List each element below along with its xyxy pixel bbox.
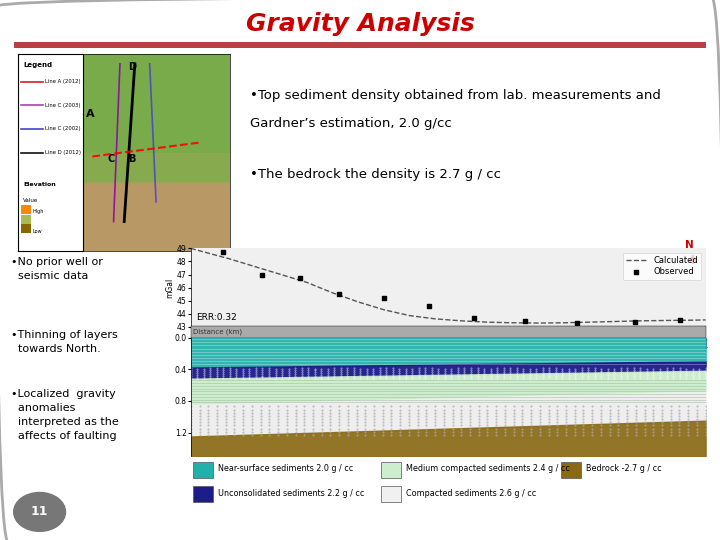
Calculated xyxy=(379,307,388,313)
Observed xyxy=(378,294,390,302)
Text: Distance (km): Distance (km) xyxy=(194,328,243,335)
Calculated xyxy=(508,320,517,326)
Bar xyxy=(22,214,31,224)
Polygon shape xyxy=(18,54,71,251)
Observed xyxy=(674,315,685,324)
Observed xyxy=(629,318,641,326)
Calculated xyxy=(251,264,259,270)
Text: Line D (2012): Line D (2012) xyxy=(45,150,81,155)
Bar xyxy=(562,462,581,478)
Calculated xyxy=(186,245,195,252)
Observed xyxy=(256,270,267,279)
Observed xyxy=(217,248,229,256)
Text: Line C (2002): Line C (2002) xyxy=(45,126,81,131)
Calculated xyxy=(206,251,215,257)
Text: Line A (2012): Line A (2012) xyxy=(45,79,81,84)
Calculated xyxy=(688,317,697,323)
Bar xyxy=(22,225,31,233)
Legend: Calculated, Observed: Calculated, Observed xyxy=(623,253,701,280)
Polygon shape xyxy=(71,152,230,182)
Text: Elevation: Elevation xyxy=(23,182,56,187)
Bar xyxy=(194,462,213,478)
Calculated xyxy=(701,316,710,323)
Observed xyxy=(468,313,480,322)
Text: C: C xyxy=(107,154,114,164)
Text: A: A xyxy=(86,109,94,119)
Calculated xyxy=(328,289,337,296)
Text: 11: 11 xyxy=(31,505,48,518)
Calculated xyxy=(405,312,414,319)
Calculated xyxy=(611,318,620,325)
Calculated xyxy=(637,318,646,324)
Observed xyxy=(294,274,306,283)
Calculated xyxy=(559,320,568,326)
Text: Compacted sediments 2.6 g / cc: Compacted sediments 2.6 g / cc xyxy=(406,489,536,498)
Text: Gravity Analysis: Gravity Analysis xyxy=(246,12,474,36)
Calculated xyxy=(662,317,671,323)
Observed xyxy=(333,290,345,299)
Text: Line C (2003): Line C (2003) xyxy=(45,103,81,108)
Text: •Localized  gravity
  anomalies
  interpreted as the
  affects of faulting: •Localized gravity anomalies interpreted… xyxy=(11,389,119,441)
Bar xyxy=(382,487,401,502)
Calculated xyxy=(302,279,311,286)
Bar xyxy=(22,205,31,214)
Line: Calculated: Calculated xyxy=(191,248,706,323)
Calculated xyxy=(482,319,491,326)
Text: B: B xyxy=(128,154,136,164)
Text: •Thinning of layers
  towards North.: •Thinning of layers towards North. xyxy=(11,330,117,354)
Calculated xyxy=(534,320,543,326)
Text: •No prior well or
  seismic data: •No prior well or seismic data xyxy=(11,258,103,281)
Text: Medium compacted sediments 2.4 g / cc: Medium compacted sediments 2.4 g / cc xyxy=(406,464,570,474)
Circle shape xyxy=(14,492,66,531)
Bar xyxy=(382,462,401,478)
Text: Bedrock -2.7 g / cc: Bedrock -2.7 g / cc xyxy=(586,464,662,474)
Bar xyxy=(194,487,213,502)
Calculated xyxy=(431,315,440,322)
Observed xyxy=(520,316,531,325)
Observed xyxy=(571,319,582,327)
Text: •The bedrock the density is 2.7 g / cc: •The bedrock the density is 2.7 g / cc xyxy=(251,168,502,181)
Text: ERR:0.32: ERR:0.32 xyxy=(196,313,237,322)
Bar xyxy=(14,42,706,48)
Text: Legend: Legend xyxy=(23,62,53,68)
Calculated xyxy=(354,299,362,305)
Text: Unconsolidated sediments 2.2 g / cc: Unconsolidated sediments 2.2 g / cc xyxy=(218,489,364,498)
Text: •Top sediment density obtained from lab. measurements and: •Top sediment density obtained from lab.… xyxy=(251,90,662,103)
Calculated xyxy=(456,318,465,324)
Text: D: D xyxy=(128,62,137,72)
Text: Value: Value xyxy=(23,198,38,203)
Text: High: High xyxy=(32,209,44,214)
Y-axis label: mGal: mGal xyxy=(165,278,174,298)
Calculated xyxy=(585,319,594,326)
Polygon shape xyxy=(18,182,230,251)
Text: N: N xyxy=(685,240,693,250)
Text: Near-surface sediments 2.0 g / cc: Near-surface sediments 2.0 g / cc xyxy=(218,464,354,474)
Calculated xyxy=(276,271,285,278)
Text: Low: Low xyxy=(32,229,42,234)
Calculated xyxy=(225,255,234,262)
Text: Gardner’s estimation, 2.0 g/cc: Gardner’s estimation, 2.0 g/cc xyxy=(251,117,452,130)
Observed xyxy=(423,302,435,311)
